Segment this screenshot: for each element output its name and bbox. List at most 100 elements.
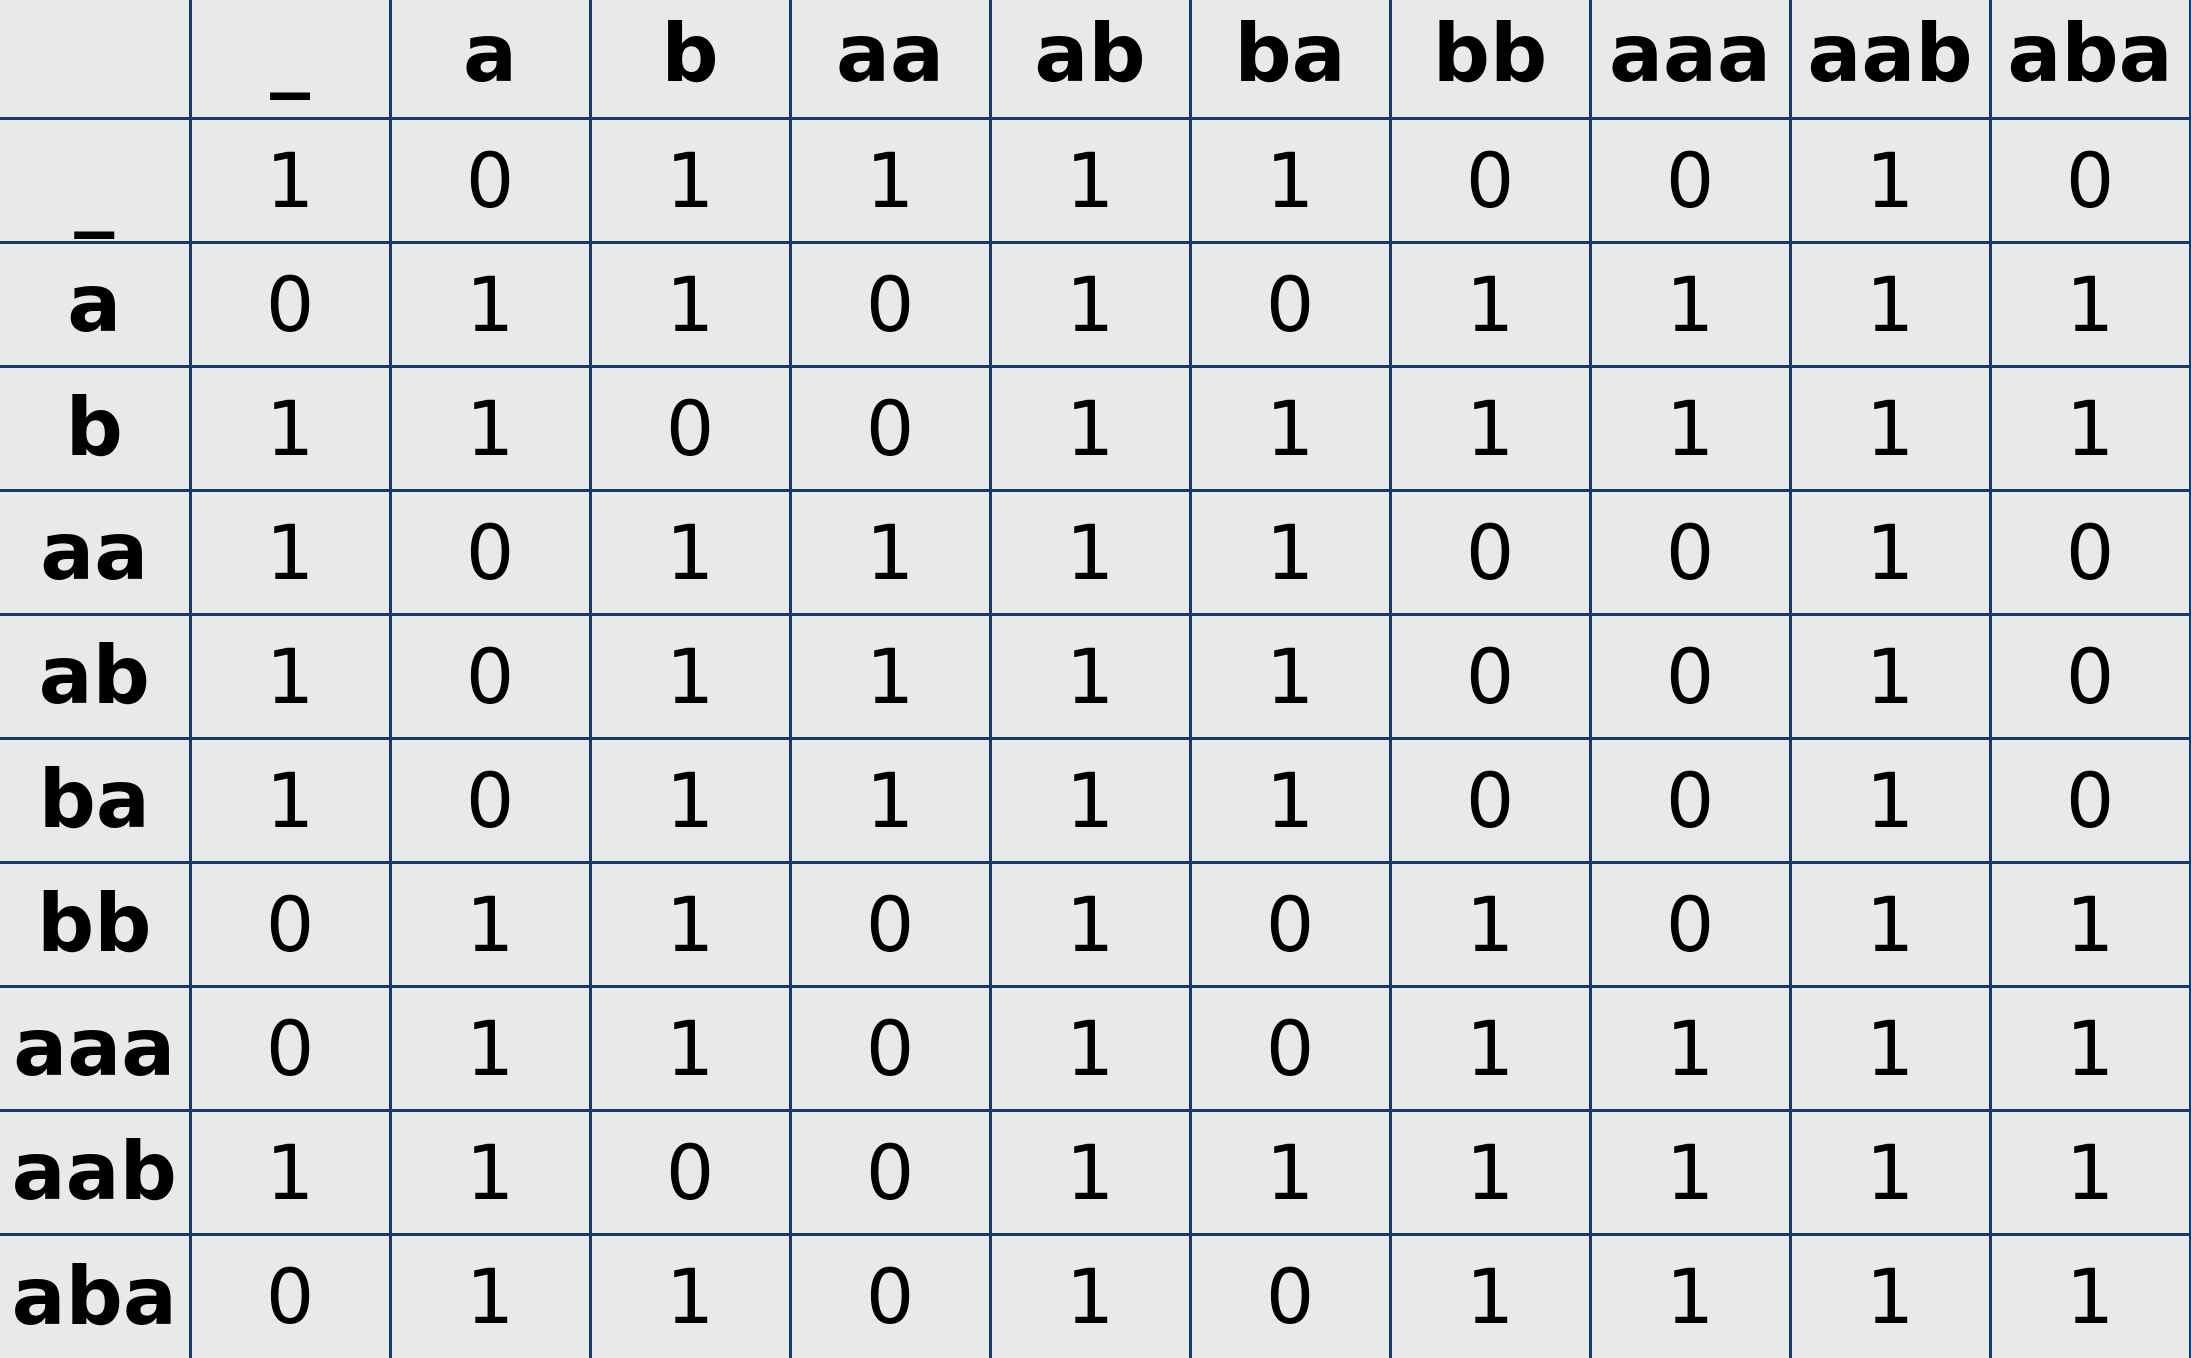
table-cell: 0 xyxy=(788,1108,992,1236)
table-cell: 1 xyxy=(1788,1108,1992,1236)
header-row: _ a b aa ab ba bb aaa aab aba xyxy=(0,0,2191,120)
table-cell: 1 xyxy=(1588,240,1792,368)
table-cell: 1 xyxy=(1988,860,2191,988)
table-cell: 1 xyxy=(388,364,592,492)
table-cell: 1 xyxy=(1188,488,1392,616)
table-cell: 0 xyxy=(1388,116,1592,244)
table-cell: 1 xyxy=(1788,1232,1992,1358)
table-cell: 1 xyxy=(1988,1108,2191,1236)
row-header: ab xyxy=(0,612,192,740)
column-header: ab xyxy=(988,0,1192,120)
table-cell: 0 xyxy=(188,984,392,1112)
table-cell: 1 xyxy=(1788,612,1992,740)
row-header: bb xyxy=(0,860,192,988)
table-cell: 0 xyxy=(788,1232,992,1358)
table-cell: 0 xyxy=(1188,984,1392,1112)
table-cell: 0 xyxy=(1988,736,2191,864)
table-cell: 1 xyxy=(1388,364,1592,492)
table-row: aa 1 0 1 1 1 1 0 0 1 0 xyxy=(0,488,2191,616)
table-cell: 0 xyxy=(388,612,592,740)
table-cell: 0 xyxy=(1588,736,1792,864)
table-row: aab 1 1 0 0 1 1 1 1 1 1 xyxy=(0,1108,2191,1236)
table-cell: 1 xyxy=(988,240,1192,368)
corner-cell xyxy=(0,0,192,120)
table-cell: 0 xyxy=(1188,240,1392,368)
table-cell: 0 xyxy=(388,116,592,244)
table-row: _ 1 0 1 1 1 1 0 0 1 0 xyxy=(0,116,2191,244)
column-header: aaa xyxy=(1588,0,1792,120)
table-cell: 0 xyxy=(1988,612,2191,740)
table-cell: 1 xyxy=(388,984,592,1112)
column-header: ba xyxy=(1188,0,1392,120)
table-cell: 1 xyxy=(1788,364,1992,492)
table-cell: 1 xyxy=(788,736,992,864)
table-cell: 0 xyxy=(788,984,992,1112)
table-cell: 1 xyxy=(588,240,792,368)
table-cell: 1 xyxy=(188,364,392,492)
table-cell: 1 xyxy=(1388,1232,1592,1358)
table-cell: 1 xyxy=(988,364,1192,492)
row-header: aab xyxy=(0,1108,192,1236)
table-cell: 1 xyxy=(1788,116,1992,244)
table-cell: 0 xyxy=(1988,116,2191,244)
column-header: aa xyxy=(788,0,992,120)
table-cell: 0 xyxy=(388,488,592,616)
table-cell: 1 xyxy=(1988,984,2191,1112)
table-cell: 0 xyxy=(1388,612,1592,740)
table-cell: 1 xyxy=(1188,364,1392,492)
table-cell: 1 xyxy=(188,612,392,740)
table-cell: 1 xyxy=(388,1108,592,1236)
table-cell: 1 xyxy=(988,860,1192,988)
table-cell: 0 xyxy=(1188,860,1392,988)
table-cell: 1 xyxy=(788,612,992,740)
table-cell: 1 xyxy=(1188,1108,1392,1236)
table-cell: 0 xyxy=(1588,488,1792,616)
table-cell: 0 xyxy=(788,860,992,988)
table-cell: 1 xyxy=(988,116,1192,244)
table-cell: 1 xyxy=(988,984,1192,1112)
table-cell: 1 xyxy=(1588,1232,1792,1358)
column-header: a xyxy=(388,0,592,120)
row-header: ba xyxy=(0,736,192,864)
table-cell: 1 xyxy=(588,488,792,616)
table-cell: 1 xyxy=(588,860,792,988)
table-cell: 1 xyxy=(1388,240,1592,368)
column-header: aab xyxy=(1788,0,1992,120)
table-cell: 1 xyxy=(988,488,1192,616)
table-cell: 1 xyxy=(988,1108,1192,1236)
table-cell: 0 xyxy=(188,860,392,988)
table-cell: 1 xyxy=(988,1232,1192,1358)
table-cell: 1 xyxy=(1788,488,1992,616)
table-cell: 1 xyxy=(1188,116,1392,244)
row-header: _ xyxy=(0,116,192,244)
table-cell: 1 xyxy=(1788,736,1992,864)
row-header: a xyxy=(0,240,192,368)
table-cell: 1 xyxy=(1188,736,1392,864)
table-row: aaa 0 1 1 0 1 0 1 1 1 1 xyxy=(0,984,2191,1112)
table-cell: 0 xyxy=(188,240,392,368)
table-cell: 1 xyxy=(1988,364,2191,492)
table-cell: 0 xyxy=(1588,860,1792,988)
table-cell: 1 xyxy=(1788,984,1992,1112)
table-cell: 0 xyxy=(1388,488,1592,616)
table-cell: 0 xyxy=(1588,116,1792,244)
table-cell: 1 xyxy=(388,1232,592,1358)
table-cell: 1 xyxy=(188,1108,392,1236)
table-cell: 1 xyxy=(988,736,1192,864)
table-row: bb 0 1 1 0 1 0 1 0 1 1 xyxy=(0,860,2191,988)
table-cell: 1 xyxy=(988,612,1192,740)
table-cell: 1 xyxy=(1588,1108,1792,1236)
table-cell: 1 xyxy=(588,116,792,244)
table-cell: 1 xyxy=(1988,1232,2191,1358)
table-cell: 1 xyxy=(188,736,392,864)
table-cell: 0 xyxy=(1988,488,2191,616)
table-cell: 1 xyxy=(1388,984,1592,1112)
table-cell: 1 xyxy=(788,116,992,244)
column-header: bb xyxy=(1388,0,1592,120)
table-cell: 1 xyxy=(788,488,992,616)
table-cell: 1 xyxy=(188,116,392,244)
table-cell: 1 xyxy=(588,1232,792,1358)
table-cell: 0 xyxy=(788,240,992,368)
table-cell: 1 xyxy=(1588,364,1792,492)
